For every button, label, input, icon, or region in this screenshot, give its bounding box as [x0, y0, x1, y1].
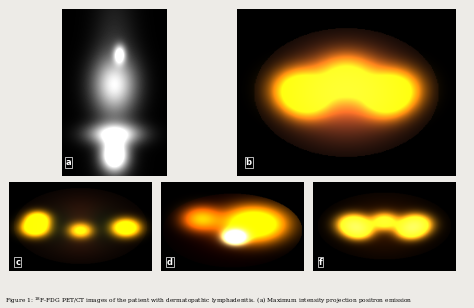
Text: b: b: [246, 158, 252, 167]
Text: a: a: [66, 158, 72, 167]
Text: d: d: [167, 257, 173, 266]
Text: f: f: [319, 257, 322, 266]
Text: Figure 1: $^{18}$F-FDG PET/CT images of the patient with dermatopathic lymphaden: Figure 1: $^{18}$F-FDG PET/CT images of …: [5, 296, 412, 306]
Text: c: c: [15, 257, 20, 266]
